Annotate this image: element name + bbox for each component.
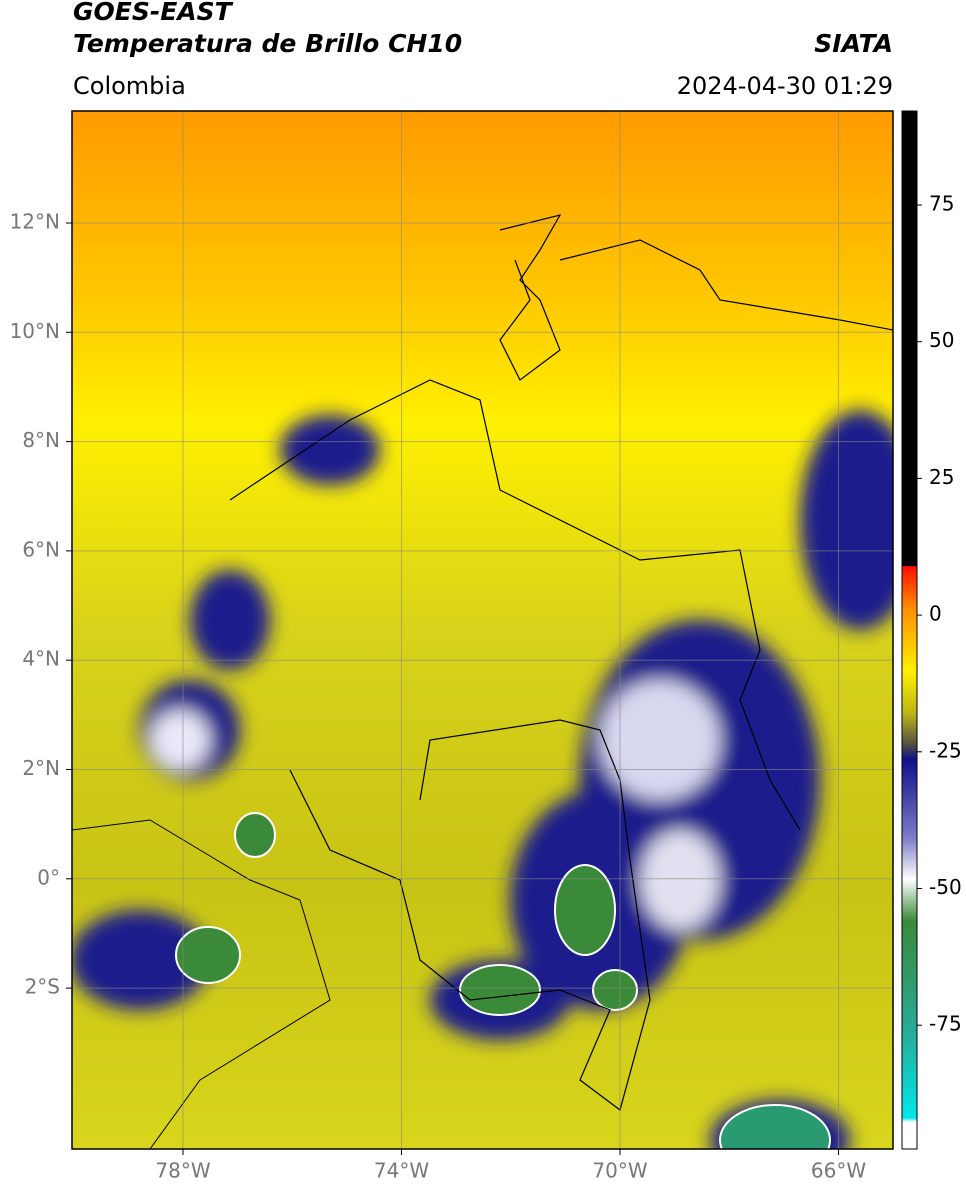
lat-label: 10°N (10, 319, 60, 343)
lat-label: 2°N (22, 756, 60, 780)
lon-label: 66°W (811, 1159, 866, 1183)
colorbar-label: 50 (929, 328, 954, 352)
colorbar (901, 110, 918, 1150)
region: Colombia (73, 72, 186, 100)
colorbar-label: -75 (929, 1012, 962, 1036)
lat-label: 4°N (22, 647, 60, 671)
title: GOES-EAST (73, 0, 234, 26)
colorbar-label: 25 (929, 465, 954, 489)
lon-label: 74°W (374, 1159, 429, 1183)
lon-label: 70°W (592, 1159, 647, 1183)
lat-label: 2°S (25, 975, 60, 999)
lat-label: 8°N (22, 428, 60, 452)
subtitle: Temperatura de Brillo CH10 (73, 29, 462, 58)
lon-label: 78°W (155, 1159, 210, 1183)
lat-label: 0° (37, 865, 60, 889)
lat-label: 6°N (22, 537, 60, 561)
colorbar-label: -50 (929, 875, 962, 899)
satellite-image (72, 111, 893, 1149)
colorbar-label: 75 (929, 192, 954, 216)
source: SIATA (814, 29, 893, 58)
colorbar-label: -25 (929, 738, 962, 762)
colorbar-label: 0 (929, 602, 942, 626)
graticule (72, 111, 893, 1149)
lat-label: 12°N (10, 210, 60, 234)
map-frame (71, 110, 894, 1150)
timestamp: 2024-04-30 01:29 (677, 72, 893, 100)
